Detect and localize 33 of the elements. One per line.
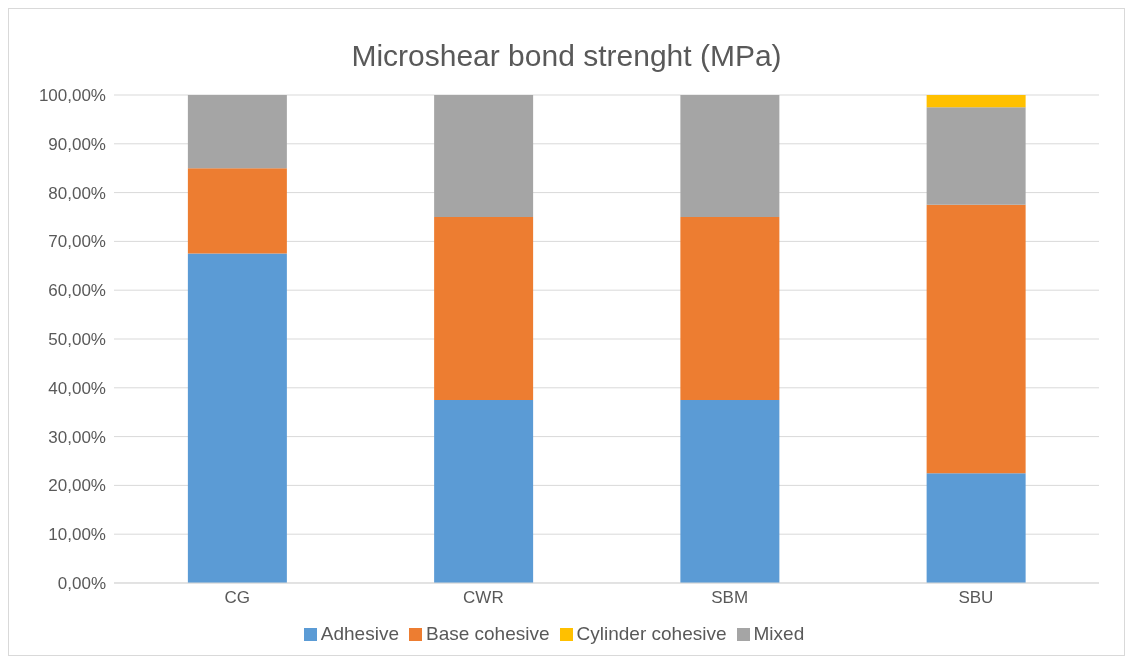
y-tick-label: 100,00% xyxy=(38,86,106,106)
bar xyxy=(926,473,1026,583)
y-tick-label: 60,00% xyxy=(48,281,106,301)
bar xyxy=(434,95,534,217)
bar xyxy=(680,217,780,400)
y-tick-label: 80,00% xyxy=(48,183,106,203)
x-tick-label: CWR xyxy=(463,588,504,608)
legend-label: Base cohesive xyxy=(425,623,550,644)
bar xyxy=(926,107,1026,205)
y-tick-label: 40,00% xyxy=(48,378,106,398)
bar xyxy=(187,168,287,254)
x-tick-label: SBM xyxy=(711,588,749,608)
bar xyxy=(680,400,780,583)
y-tick-label: 50,00% xyxy=(48,330,106,350)
y-tick-label: 10,00% xyxy=(48,525,106,545)
bar xyxy=(434,217,534,400)
bar xyxy=(680,95,780,217)
y-tick-label: 70,00% xyxy=(48,232,106,252)
legend-label: Cylinder cohesive xyxy=(576,623,727,644)
y-tick-label: 90,00% xyxy=(48,134,106,154)
bar xyxy=(926,95,1026,108)
y-tick-label: 20,00% xyxy=(48,476,106,496)
bar xyxy=(434,400,534,583)
x-tick-label: SBU xyxy=(958,588,994,608)
legend-label: Mixed xyxy=(753,623,805,644)
y-tick-label: 30,00% xyxy=(48,427,106,447)
x-tick-label: CG xyxy=(224,588,250,608)
bar xyxy=(187,253,287,583)
bar xyxy=(187,95,287,169)
y-tick-label: 0,00% xyxy=(57,574,106,594)
legend-label: Adhesive xyxy=(320,623,399,644)
chart-title: Microshear bond strenght (MPa) xyxy=(351,39,782,72)
bar xyxy=(926,204,1026,474)
